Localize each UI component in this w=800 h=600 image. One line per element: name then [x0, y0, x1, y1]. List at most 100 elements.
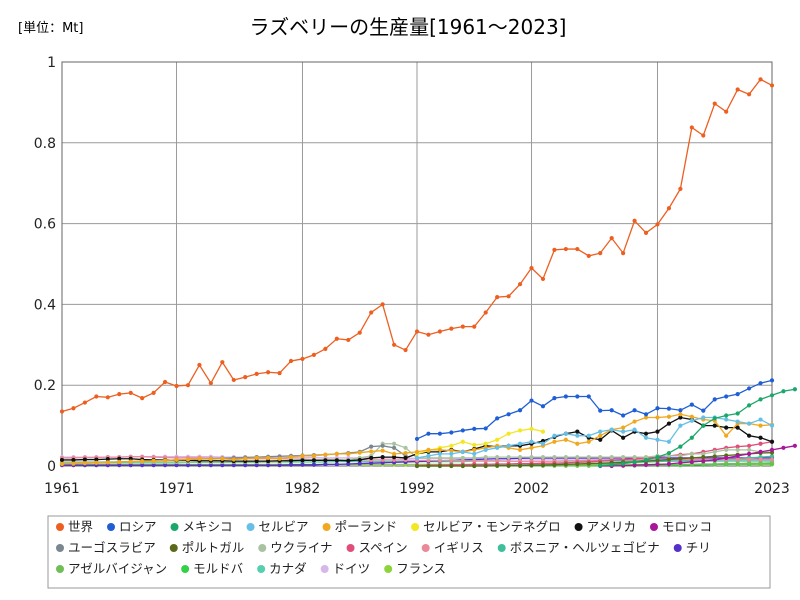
- data-point: [208, 457, 213, 462]
- data-point: [758, 435, 763, 440]
- data-point: [151, 390, 156, 395]
- legend-label: スペイン: [359, 540, 408, 555]
- data-point: [758, 417, 763, 422]
- data-point: [380, 455, 385, 460]
- y-tick-label: 0.6: [34, 217, 56, 233]
- legend-label: ウクライナ: [270, 540, 332, 555]
- data-point: [621, 413, 626, 418]
- data-point: [598, 463, 603, 468]
- data-point: [552, 433, 557, 438]
- legend-item: ウクライナ: [258, 540, 333, 555]
- data-point: [437, 451, 442, 456]
- data-point: [781, 389, 786, 394]
- legend-item: ポルトガル: [169, 540, 244, 555]
- data-point: [414, 449, 420, 454]
- data-point: [117, 459, 122, 465]
- data-point: [517, 455, 523, 460]
- data-point: [598, 455, 603, 460]
- x-tick-label: 1992: [399, 481, 435, 497]
- x-tick-label: 2002: [514, 481, 550, 497]
- data-point: [449, 463, 454, 469]
- data-point: [552, 247, 557, 252]
- series-7: [598, 443, 798, 469]
- data-point: [220, 463, 225, 468]
- data-point: [643, 457, 649, 463]
- data-point: [472, 455, 477, 461]
- data-point: [357, 457, 362, 463]
- data-point: [357, 450, 362, 455]
- data-point: [197, 463, 202, 468]
- data-point: [128, 463, 133, 468]
- data-point: [437, 447, 442, 452]
- legend-marker: [421, 544, 430, 552]
- data-point: [689, 418, 694, 423]
- data-point: [747, 433, 752, 438]
- data-point: [609, 427, 614, 432]
- data-point: [747, 403, 752, 408]
- data-point: [334, 451, 339, 456]
- legend-marker: [322, 523, 331, 531]
- data-point: [231, 457, 236, 462]
- data-point: [724, 461, 729, 466]
- data-point: [598, 437, 603, 442]
- data-point: [643, 462, 649, 467]
- data-point: [712, 454, 717, 459]
- data-point: [563, 437, 568, 442]
- data-point: [311, 458, 317, 463]
- data-point: [552, 396, 557, 401]
- data-point: [472, 447, 477, 452]
- data-point: [724, 413, 729, 418]
- data-point: [185, 463, 191, 468]
- data-point: [437, 329, 442, 334]
- data-point: [712, 397, 717, 402]
- data-point: [575, 246, 580, 252]
- legend-item: ポーランド: [322, 519, 397, 534]
- data-point: [666, 461, 672, 467]
- x-tick-label: 2023: [754, 481, 790, 497]
- data-point: [563, 431, 568, 436]
- data-point: [586, 394, 591, 399]
- data-point: [735, 391, 740, 397]
- legend-item: フランス: [384, 561, 446, 576]
- legend-marker: [246, 523, 255, 531]
- legend-marker: [258, 544, 267, 552]
- data-point: [552, 455, 557, 460]
- data-point: [323, 462, 328, 467]
- data-point: [472, 442, 477, 448]
- data-point: [563, 462, 568, 467]
- data-point: [369, 455, 374, 461]
- series-3: [414, 415, 775, 461]
- data-point: [414, 455, 420, 461]
- data-point: [82, 400, 87, 405]
- data-point: [357, 461, 362, 466]
- data-point: [529, 463, 534, 468]
- data-point: [632, 463, 637, 468]
- data-point: [586, 439, 591, 444]
- legend-label: 世界: [68, 519, 94, 534]
- data-point: [426, 463, 431, 469]
- data-point: [380, 448, 385, 453]
- series-2: [598, 387, 798, 468]
- legend-label: メキシコ: [183, 519, 233, 534]
- legend-item: セルビア・モンテネグロ: [411, 519, 561, 534]
- data-point: [437, 463, 442, 469]
- data-point: [437, 455, 442, 461]
- data-point: [460, 439, 465, 444]
- data-point: [162, 379, 168, 385]
- data-point: [369, 449, 374, 454]
- legend-item: モルドバ: [181, 561, 243, 576]
- data-point: [517, 282, 523, 287]
- x-tick-label: 1971: [159, 481, 195, 497]
- data-point: [128, 459, 133, 464]
- data-point: [380, 443, 385, 448]
- data-point: [621, 250, 626, 256]
- data-point: [747, 457, 752, 462]
- data-point: [392, 441, 397, 446]
- data-point: [609, 462, 614, 467]
- legend-label: カナダ: [269, 561, 307, 576]
- data-point: [449, 451, 454, 456]
- data-point: [392, 445, 397, 450]
- data-point: [483, 447, 488, 452]
- data-point: [735, 425, 740, 430]
- legend-label: チリ: [686, 540, 711, 555]
